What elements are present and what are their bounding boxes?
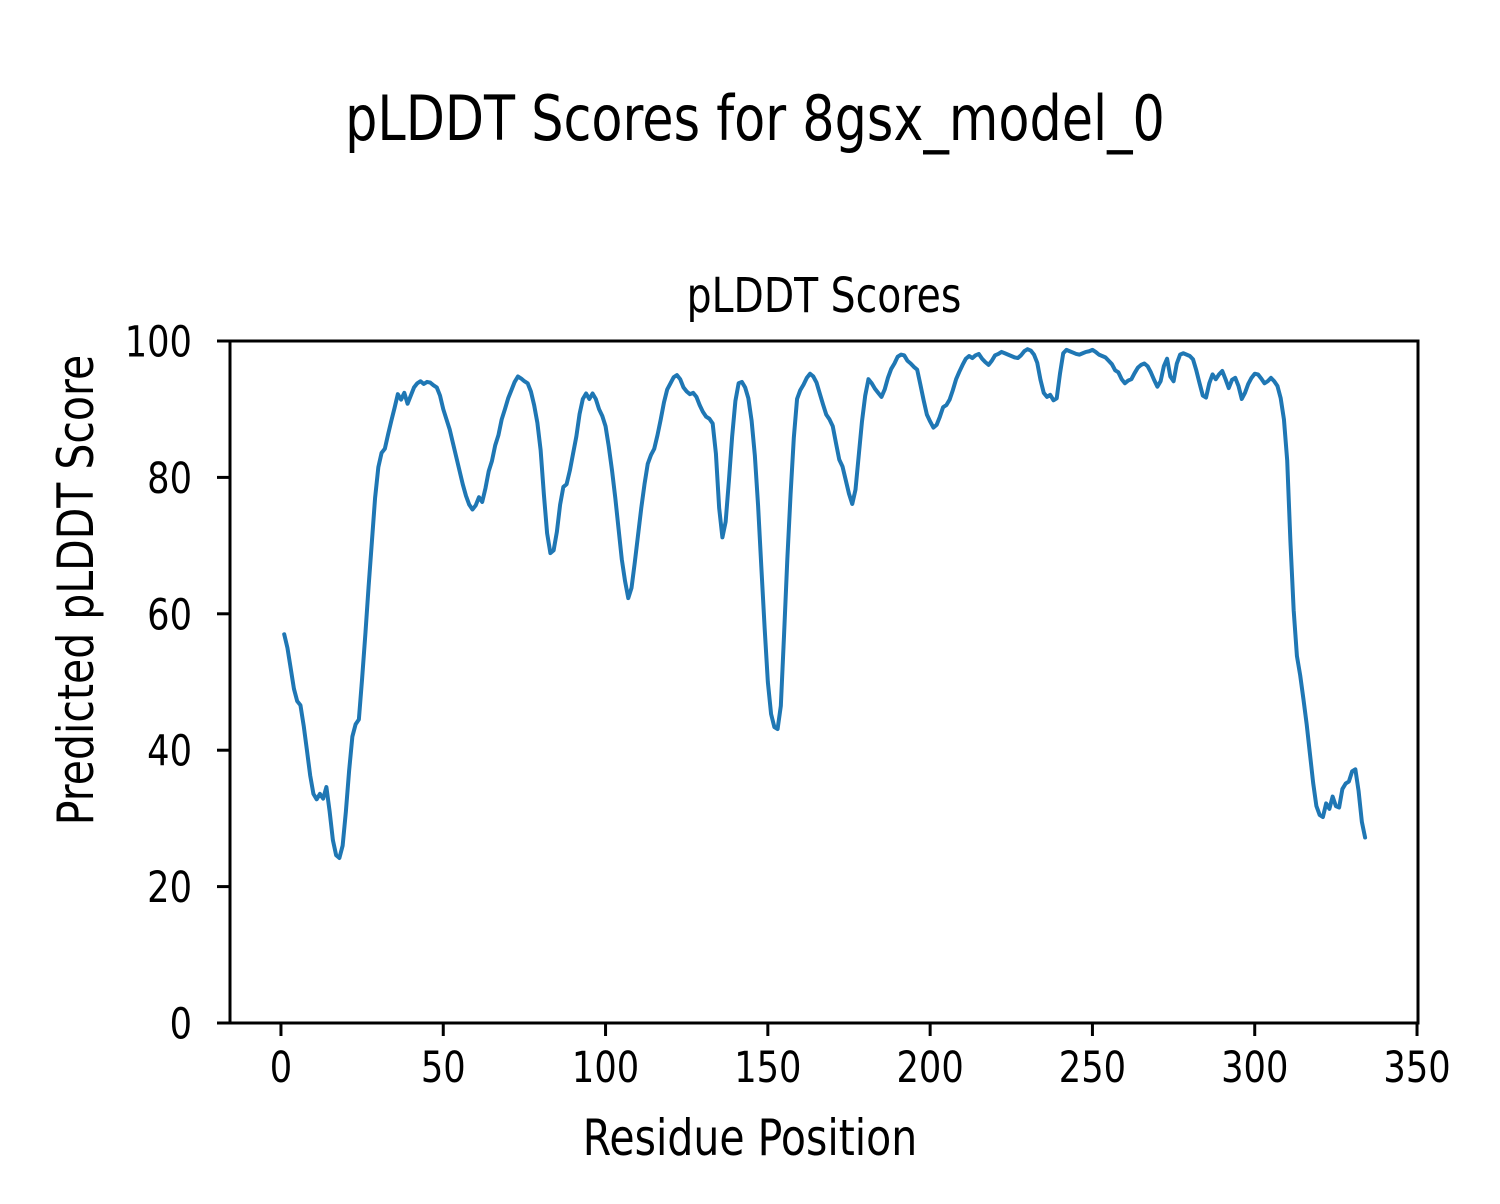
plddt-line [282, 347, 1368, 860]
y-axis-label: Predicted pLDDT Score [47, 355, 105, 825]
y-tick-label: 40 [147, 727, 192, 776]
x-tick-label: 0 [270, 1044, 292, 1093]
y-tick-label: 100 [125, 318, 192, 367]
x-tick-label: 100 [572, 1044, 639, 1093]
series-group [282, 347, 1368, 860]
axes-frame [228, 339, 1420, 1025]
x-tick-label: 50 [421, 1044, 466, 1093]
y-tick-label: 0 [170, 1000, 192, 1049]
y-tick-label: 60 [147, 591, 192, 640]
x-axis-label: Residue Position [583, 1109, 918, 1167]
y-tick-label: 80 [147, 455, 192, 504]
x-tick-label: 350 [1383, 1044, 1450, 1093]
axes-title: pLDDT Scores [687, 268, 962, 324]
x-tick-label: 300 [1221, 1044, 1288, 1093]
y-axis-ticks: 0 20 40 60 80 100 [125, 318, 229, 1049]
x-axis-ticks: 0 50 100 150 200 250 300 350 [270, 1024, 1451, 1093]
x-tick-label: 250 [1059, 1044, 1126, 1093]
y-tick-label: 20 [147, 864, 192, 913]
plot-area [228, 339, 1420, 1025]
x-tick-label: 200 [896, 1044, 963, 1093]
figure-title: pLDDT Scores for 8gsx_model_0 [345, 83, 1165, 155]
x-tick-label: 150 [734, 1044, 801, 1093]
